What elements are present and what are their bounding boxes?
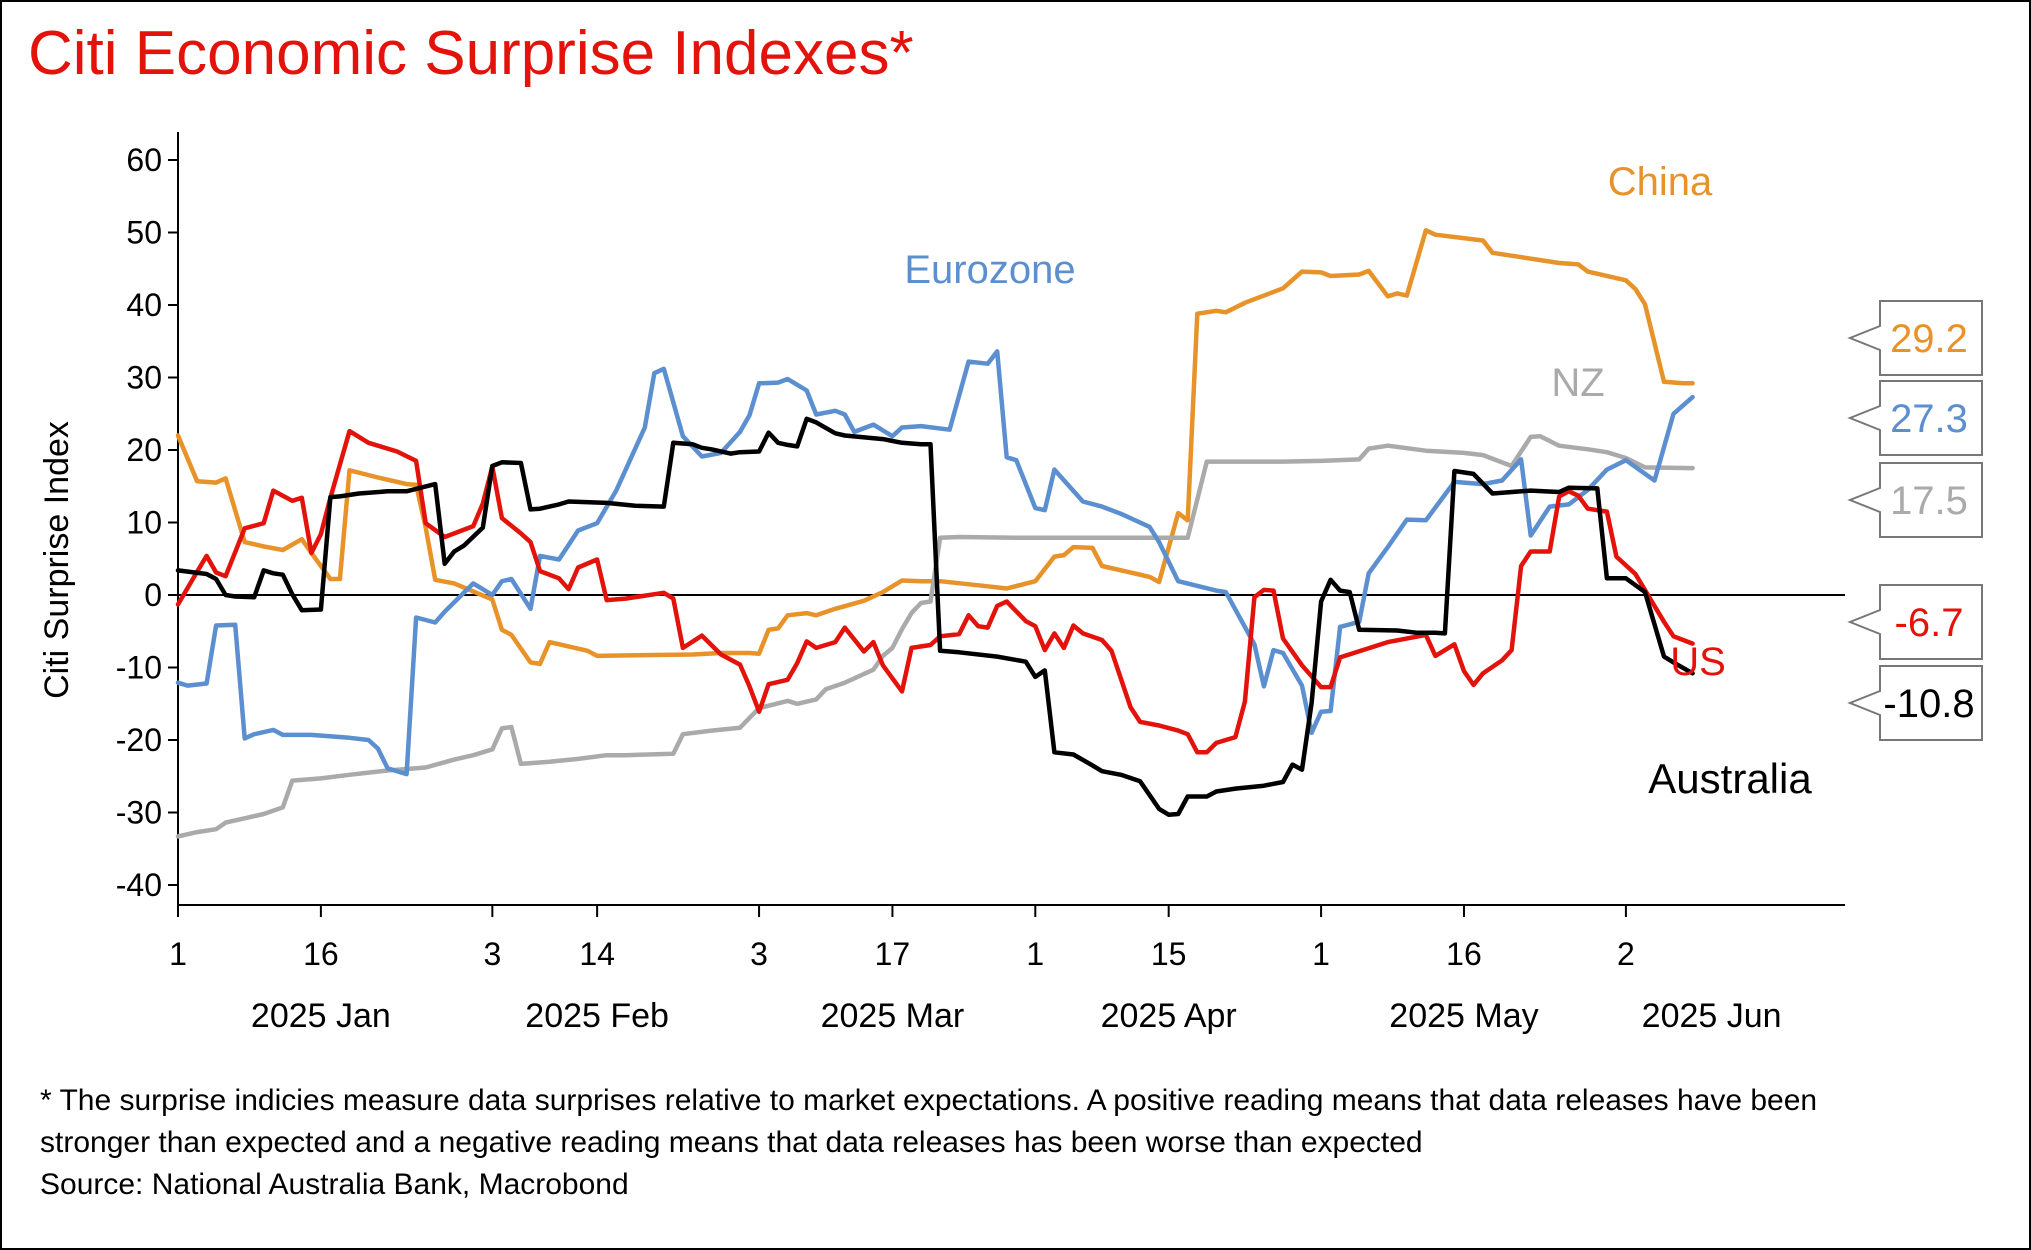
y-tick-label: 10 (126, 505, 162, 541)
footnote-block: * The surprise indicies measure data sur… (40, 1080, 2000, 1206)
x-tick-month-label: 2025 Mar (821, 997, 965, 1035)
x-tick-day-label: 3 (483, 936, 501, 972)
series-line-china (175, 228, 1695, 667)
y-tick-label: -20 (116, 722, 162, 758)
value-callout-box-us (1847, 584, 1983, 660)
value-callout-box-nz (1847, 462, 1983, 538)
y-tick-label: 60 (126, 142, 162, 178)
x-tick-day-label: 15 (1151, 936, 1187, 972)
y-tick-label: 20 (126, 432, 162, 468)
x-tick-month-label: 2025 Apr (1101, 997, 1237, 1035)
y-axis-label: Citi Surprise Index (38, 421, 76, 699)
x-axis-ticks: 1 16 3 14 3 17 1 15 1 16 2 2025 Jan 2025 Feb 2025 Mar… (169, 905, 1782, 1035)
series-line-eurozone (175, 349, 1695, 777)
y-tick-label: -30 (116, 795, 162, 831)
y-tick-label: 0 (144, 577, 162, 613)
x-tick-day-label: 14 (579, 936, 615, 972)
x-tick-day-label: 2 (1617, 936, 1635, 972)
y-tick-label: 50 (126, 215, 162, 251)
series-name-label-australia: Australia (1648, 755, 1812, 802)
x-tick-month-label: 2025 Jun (1642, 997, 1782, 1035)
y-tick-label: -40 (116, 867, 162, 903)
value-callout-box-china (1847, 300, 1983, 376)
y-tick-label: 30 (126, 360, 162, 396)
series-name-label-eurozone: Eurozone (904, 248, 1075, 292)
chart-title: Citi Economic Surprise Indexes* (28, 19, 914, 88)
x-tick-month-label: 2025 Feb (525, 997, 669, 1035)
value-callout-box-australia (1847, 665, 1983, 741)
x-tick-month-label: 2025 May (1389, 997, 1538, 1035)
source-note: Source: National Australia Bank, Macrobo… (40, 1168, 629, 1201)
x-tick-day-label: 16 (1446, 936, 1482, 972)
x-tick-day-label: 3 (750, 936, 768, 972)
x-tick-day-label: 1 (169, 936, 187, 972)
x-tick-day-label: 16 (303, 936, 339, 972)
y-tick-label: 40 (126, 287, 162, 323)
x-tick-day-label: 1 (1026, 936, 1044, 972)
series-name-labels: China NZ Eurozone US Australia (904, 160, 1812, 802)
x-tick-month-label: 2025 Jan (251, 997, 391, 1035)
value-callout-label-eurozone: 27.3 (1890, 397, 1968, 441)
value-callout-label-nz: 17.5 (1890, 479, 1968, 523)
y-axis-ticks: -40 -30 -20 -10 0 10 20 30 40 50 60 (116, 142, 178, 903)
series-line-australia (175, 416, 1695, 817)
footnote-line-2: stronger than expected and a negative re… (40, 1126, 1423, 1159)
axes (177, 132, 1845, 906)
series-name-label-us: US (1670, 640, 1726, 684)
value-callout-box-eurozone (1847, 380, 1983, 456)
x-tick-day-label: 17 (875, 936, 911, 972)
series-lines (175, 228, 1695, 839)
value-callout-label-china: 29.2 (1890, 317, 1968, 361)
series-line-nz (175, 433, 1695, 839)
x-tick-day-label: 1 (1312, 936, 1330, 972)
value-callout-label-australia: -10.8 (1883, 682, 1974, 726)
footnote-line-1: * The surprise indicies measure data sur… (40, 1084, 1818, 1117)
series-name-label-china: China (1608, 160, 1713, 204)
value-callout-label-us: -6.7 (1895, 601, 1964, 645)
series-name-label-nz: NZ (1551, 361, 1604, 405)
last-value-callouts: 29.2 17.5 27.3 -6.7 -10.8 (1847, 300, 1983, 741)
series-line-us (175, 428, 1695, 755)
y-tick-label: -10 (116, 650, 162, 686)
